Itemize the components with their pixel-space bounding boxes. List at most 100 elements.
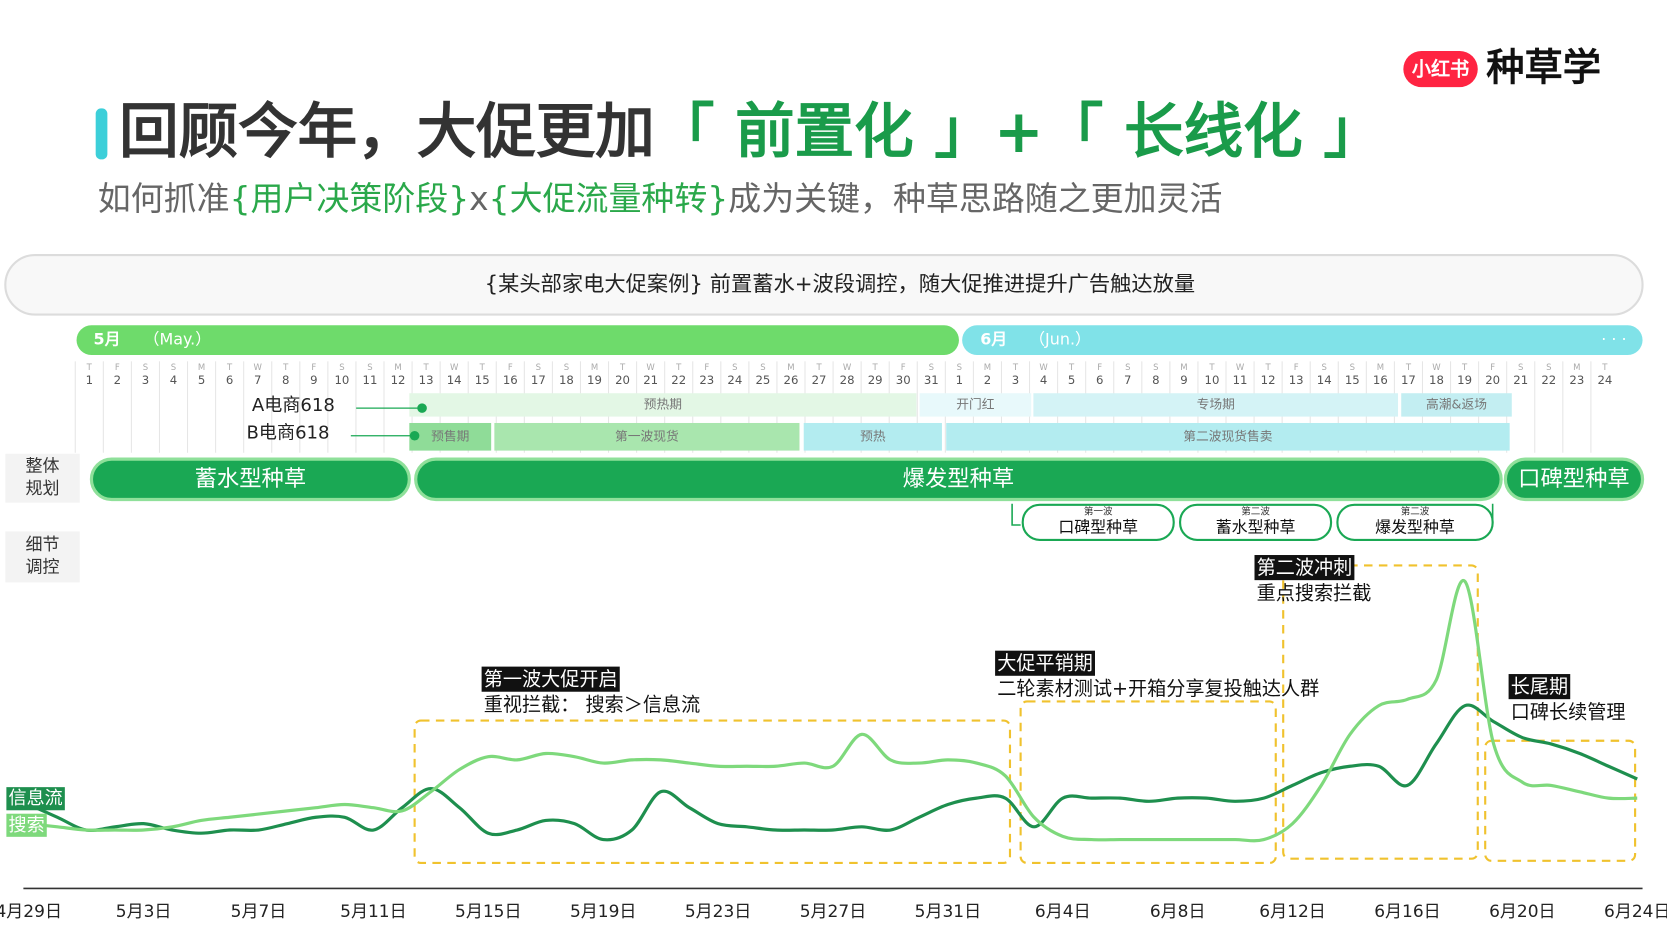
row-label: B电商618 <box>247 423 330 444</box>
x-tick-label: 6月4日 <box>1035 902 1091 922</box>
title-highlight: 「 长线化 」 <box>1044 98 1383 167</box>
annotation-text: 二轮素材测试+开箱分享复投触达人群 <box>997 677 1319 700</box>
legend-label: 搜索 <box>9 815 45 836</box>
weekday: T <box>872 363 879 373</box>
phase-bar <box>946 422 1510 451</box>
day-number: 17 <box>531 373 546 387</box>
weekday: S <box>367 363 372 373</box>
day-number: 2 <box>984 373 991 387</box>
weekday: W <box>450 363 459 373</box>
annotation-box <box>1282 564 1479 860</box>
month-more: · · · <box>1601 330 1626 349</box>
weekday: S <box>339 363 344 373</box>
weekday: T <box>1601 363 1608 373</box>
day-number: 11 <box>1233 373 1248 387</box>
stage-bar <box>1503 457 1645 502</box>
phase-bar <box>803 422 942 451</box>
weekday: F <box>1490 363 1495 373</box>
day-number: 16 <box>503 373 518 387</box>
x-tick-label: 5月27日 <box>800 902 866 922</box>
wave-pill <box>1021 503 1175 541</box>
x-tick-label: 6月20日 <box>1489 902 1555 922</box>
phase-bar <box>409 393 917 417</box>
day-number: 21 <box>1513 373 1528 387</box>
day-number: 12 <box>391 373 406 387</box>
weekday: S <box>1153 363 1158 373</box>
phase-label: 预售期 <box>431 428 469 444</box>
phase-bar <box>494 422 800 451</box>
annotation-title: 第二波冲刺 <box>1257 556 1353 579</box>
day-number: 15 <box>475 373 490 387</box>
day-number: 4 <box>170 373 177 387</box>
subtitle-part: x <box>469 178 489 217</box>
title: 回顾今年，大促更加「 前置化 」+「 长线化 」 <box>119 98 1383 167</box>
logo-badge: 小红书 <box>1412 58 1469 81</box>
weekday: T <box>1012 363 1019 373</box>
phase-label: 开门红 <box>956 396 995 412</box>
day-number: 8 <box>282 373 289 387</box>
stage-label: 口碑型种草 <box>1518 466 1630 492</box>
title-part: 回顾今年，大促更加 <box>119 98 655 167</box>
logo-badge-bg <box>1403 51 1478 88</box>
weekday: S <box>957 363 962 373</box>
weekday: S <box>1350 363 1355 373</box>
wave-index: 第二波 <box>1241 506 1270 518</box>
weekday: M <box>394 363 401 373</box>
row-label-bg <box>5 531 80 583</box>
day-number: 11 <box>363 373 378 387</box>
row-label: 规划 <box>26 479 60 499</box>
weekday: T <box>479 363 486 373</box>
day-number: 1 <box>956 373 963 387</box>
day-number: 13 <box>1289 373 1304 387</box>
subtitle-highlight: {大促流量种转} <box>489 178 729 217</box>
weekday: F <box>115 363 120 373</box>
weekday: F <box>1294 363 1299 373</box>
annotation-title: 第一波大促开启 <box>484 668 618 691</box>
x-tick-label: 5月3日 <box>116 902 172 922</box>
phase-bar <box>1401 393 1512 417</box>
row-label: 调控 <box>26 558 60 578</box>
day-number: 19 <box>1457 373 1472 387</box>
weekday: W <box>1432 363 1441 373</box>
day-number: 6 <box>1096 373 1103 387</box>
subtitle-highlight: {用户决策阶段} <box>230 178 470 217</box>
day-number: 10 <box>1205 373 1220 387</box>
weekday: T <box>675 363 682 373</box>
x-tick-label: 6月24日 <box>1604 902 1667 922</box>
x-tick-label: 5月31日 <box>915 902 981 922</box>
title-accent <box>95 108 108 160</box>
day-number: 24 <box>727 373 742 387</box>
weekday: T <box>226 363 233 373</box>
annotation-title-bg <box>1508 674 1571 700</box>
weekday: M <box>1180 363 1187 373</box>
weekday: T <box>1461 363 1468 373</box>
weekday: T <box>423 363 430 373</box>
day-number: 14 <box>1317 373 1332 387</box>
day-number: 6 <box>226 373 233 387</box>
x-tick-label: 5月23日 <box>685 902 751 922</box>
day-number: 10 <box>334 373 349 387</box>
day-number: 8 <box>1152 373 1159 387</box>
day-number: 9 <box>310 373 317 387</box>
day-number: 17 <box>1401 373 1416 387</box>
stage-bar <box>89 457 411 502</box>
x-tick-label: 6月12日 <box>1259 902 1325 922</box>
banner-bg <box>4 254 1644 316</box>
annotation-box <box>1019 700 1277 865</box>
day-number: 22 <box>671 373 686 387</box>
phase-label: 专场期 <box>1197 397 1235 412</box>
weekday: M <box>591 363 598 373</box>
annotation-text: 重视拦截： 搜索＞信息流 <box>484 693 701 716</box>
weekday: S <box>1322 363 1327 373</box>
weekday: F <box>704 363 709 373</box>
legend-label: 信息流 <box>9 788 63 809</box>
day-number: 3 <box>1012 373 1019 387</box>
day-number: 23 <box>1569 373 1584 387</box>
wave-bracket <box>1011 503 1494 526</box>
day-number: 22 <box>1541 373 1556 387</box>
weekday: W <box>1039 363 1048 373</box>
x-tick-label: 5月11日 <box>340 902 406 922</box>
subtitle-part: 如何抓准 <box>98 178 230 217</box>
weekday: S <box>760 363 765 373</box>
